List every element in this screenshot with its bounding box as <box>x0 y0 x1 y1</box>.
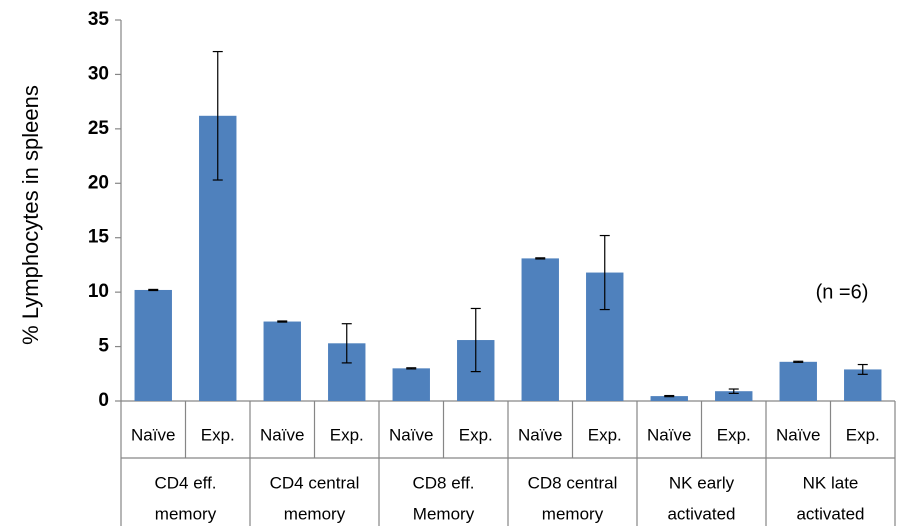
y-tick-label-6: 30 <box>88 63 109 84</box>
bar-9 <box>715 391 753 401</box>
y-tick-label-5: 25 <box>88 118 110 139</box>
error-bars <box>148 50 868 398</box>
group-label-1-line1: CD4 central <box>270 473 360 492</box>
category-label-4: Naïve <box>389 425 433 444</box>
group-label-5-line1: NK late <box>803 473 859 492</box>
y-tick-label-1: 5 <box>98 336 109 357</box>
tick-labels: 0 5 10 15 20 25 30 35 Naïve Exp. Naïve Exp. Naïve Exp… <box>88 9 880 523</box>
group-label-2-line1: CD8 eff. <box>412 473 474 492</box>
group-label-3-line1: CD8 central <box>528 473 618 492</box>
group-label-4-line2: activated <box>667 504 735 523</box>
category-label-7: Exp. <box>588 425 622 444</box>
category-label-5: Exp. <box>459 425 493 444</box>
group-label-5-line2: activated <box>796 504 864 523</box>
category-label-0: Naïve <box>131 425 175 444</box>
category-label-1: Exp. <box>201 425 235 444</box>
group-label-2-line2: Memory <box>413 504 475 523</box>
bar-4 <box>392 368 430 401</box>
bar-0 <box>134 289 172 401</box>
category-label-6: Naïve <box>518 425 562 444</box>
bar-2 <box>263 321 301 401</box>
category-label-3: Exp. <box>330 425 364 444</box>
axes <box>115 19 896 526</box>
bar-8 <box>650 396 688 401</box>
category-label-2: Naïve <box>260 425 304 444</box>
sample-size-annotation: (n =6) <box>816 281 869 303</box>
group-label-0-line1: CD4 eff. <box>154 473 216 492</box>
category-label-11: Exp. <box>846 425 880 444</box>
category-label-10: Naïve <box>776 425 820 444</box>
bar-6 <box>521 258 559 401</box>
group-label-3-line2: memory <box>542 504 604 523</box>
group-label-4-line1: NK early <box>669 473 735 492</box>
group-label-1-line2: memory <box>284 504 346 523</box>
y-tick-label-0: 0 <box>98 390 109 411</box>
y-tick-label-4: 20 <box>88 172 109 193</box>
y-tick-label-2: 10 <box>88 281 109 302</box>
bar-10 <box>779 361 817 401</box>
y-tick-label-3: 15 <box>88 227 110 248</box>
category-label-8: Naïve <box>647 425 691 444</box>
group-label-0-line2: memory <box>155 504 217 523</box>
y-tick-label-7: 35 <box>88 9 110 30</box>
category-label-9: Exp. <box>717 425 751 444</box>
bars <box>134 115 882 402</box>
y-axis-label: % Lymphocytes in spleens <box>18 85 43 345</box>
